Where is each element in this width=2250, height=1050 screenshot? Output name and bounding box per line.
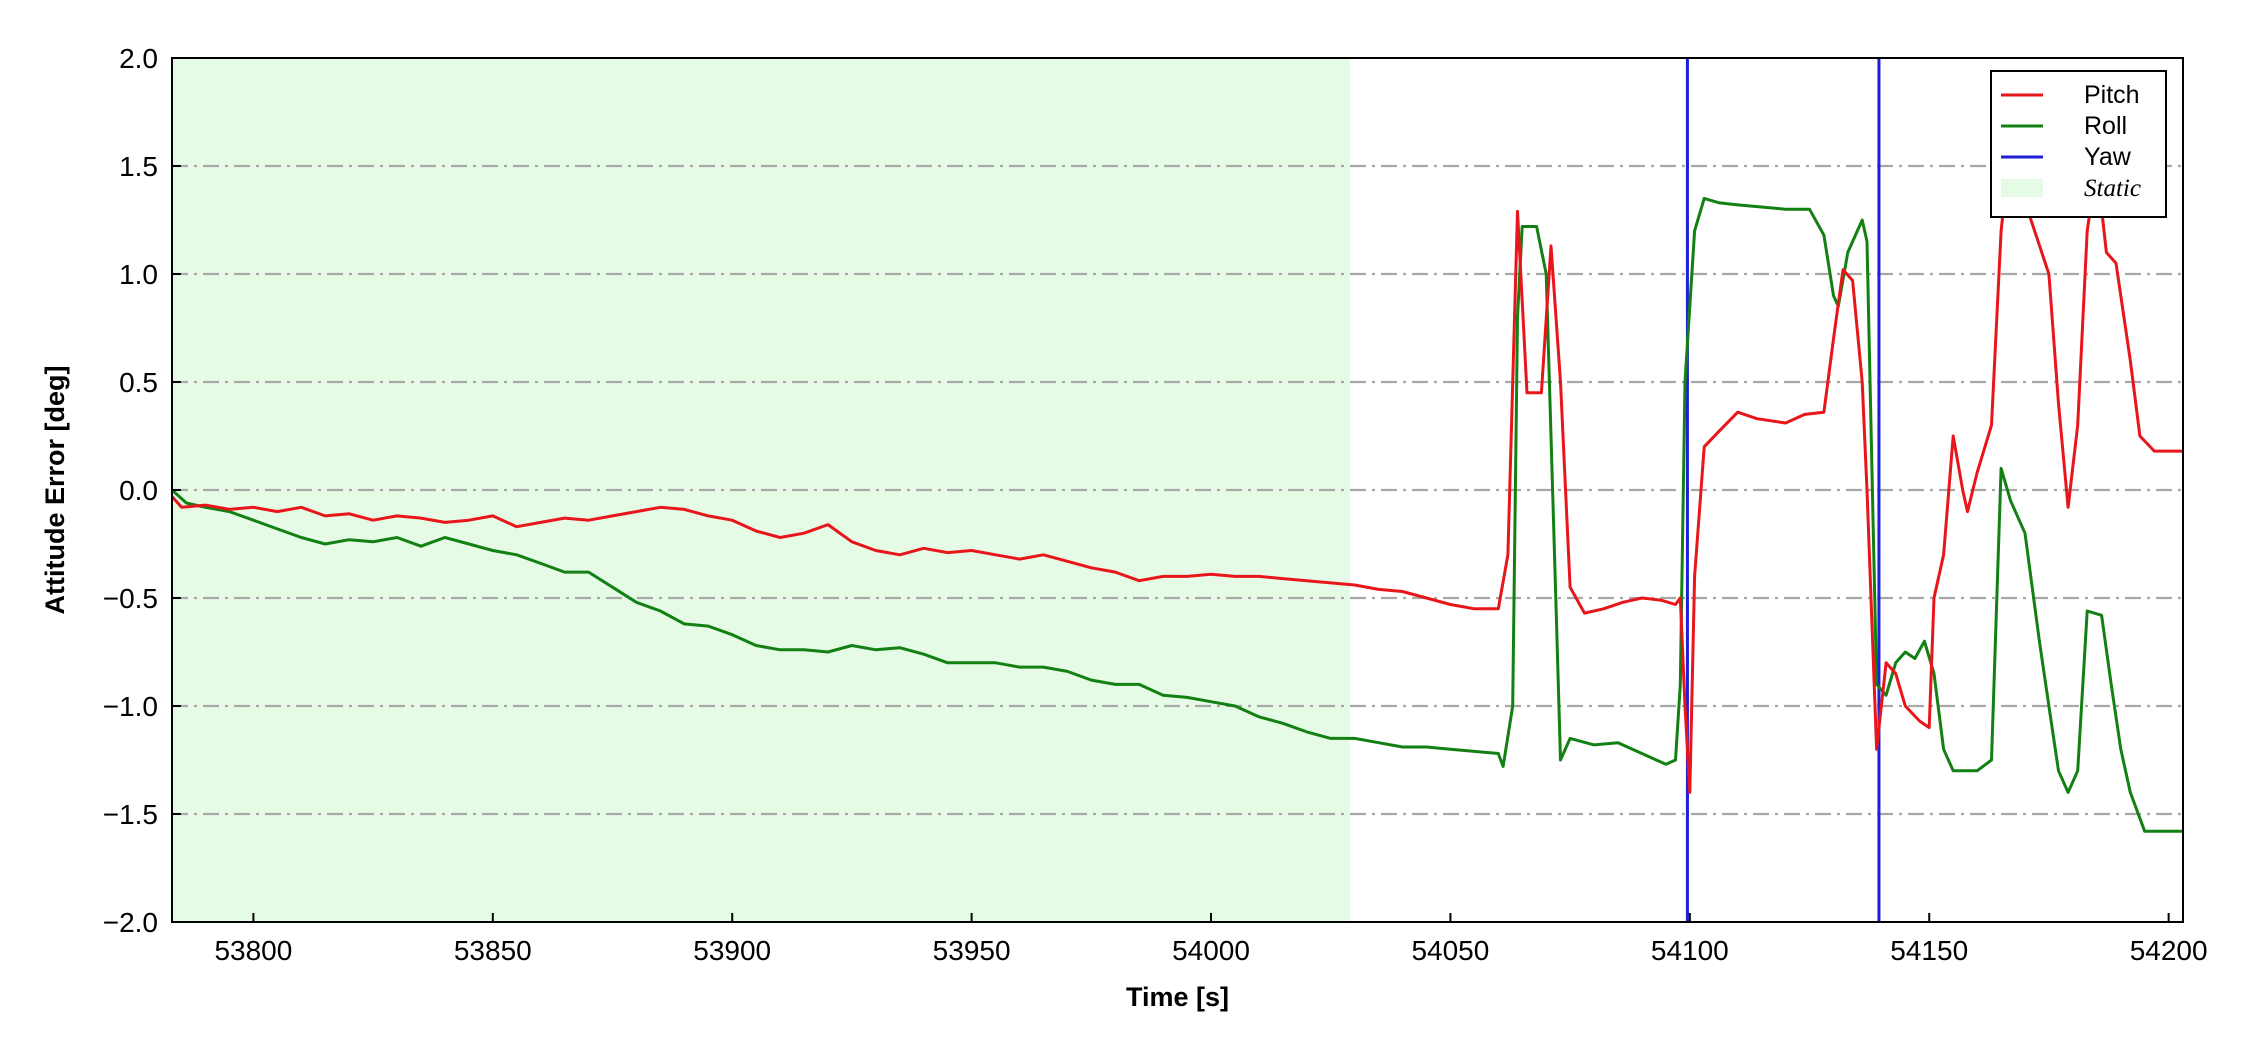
y-tick-label: −0.5 <box>103 583 158 614</box>
x-tick-label: 53800 <box>214 935 292 966</box>
x-tick-label: 53950 <box>933 935 1011 966</box>
x-tick-label: 54200 <box>2130 935 2208 966</box>
y-tick-label: −2.0 <box>103 907 158 938</box>
axis-tick-labels: 53800 53850 53900 53950 54000 54050 54100 54150… <box>103 43 2208 966</box>
legend-label-roll: Roll <box>2084 112 2127 140</box>
pitch-line <box>170 142 2183 794</box>
y-tick-label: −1.0 <box>103 691 158 722</box>
legend: Pitch Roll Yaw Static <box>1990 70 2167 218</box>
x-tick-label: 53900 <box>693 935 771 966</box>
roll-line <box>170 196 2183 833</box>
legend-label-static: Static <box>2084 175 2141 202</box>
y-tick-label: 1.0 <box>119 259 158 290</box>
x-tick-label: 54150 <box>1890 935 1968 966</box>
axis-ticks <box>172 57 2170 923</box>
data-series <box>170 142 2183 833</box>
y-tick-label: −1.5 <box>103 799 158 830</box>
y-axis-title: Attitude Error [deg] <box>40 366 70 615</box>
x-axis-title: Time [s] <box>1126 982 1229 1012</box>
y-tick-label: 0.0 <box>119 475 158 506</box>
y-tick-label: 1.5 <box>119 151 158 182</box>
yaw-series <box>1685 58 1881 922</box>
y-tick-label: 0.5 <box>119 367 158 398</box>
x-tick-label: 54050 <box>1411 935 1489 966</box>
x-tick-label: 54100 <box>1651 935 1729 966</box>
legend-label-yaw: Yaw <box>2084 143 2132 171</box>
x-tick-label: 54000 <box>1172 935 1250 966</box>
y-tick-label: 2.0 <box>119 43 158 74</box>
legend-label-pitch: Pitch <box>2084 81 2140 109</box>
x-tick-label: 53850 <box>454 935 532 966</box>
legend-swatch-static <box>2001 179 2043 197</box>
